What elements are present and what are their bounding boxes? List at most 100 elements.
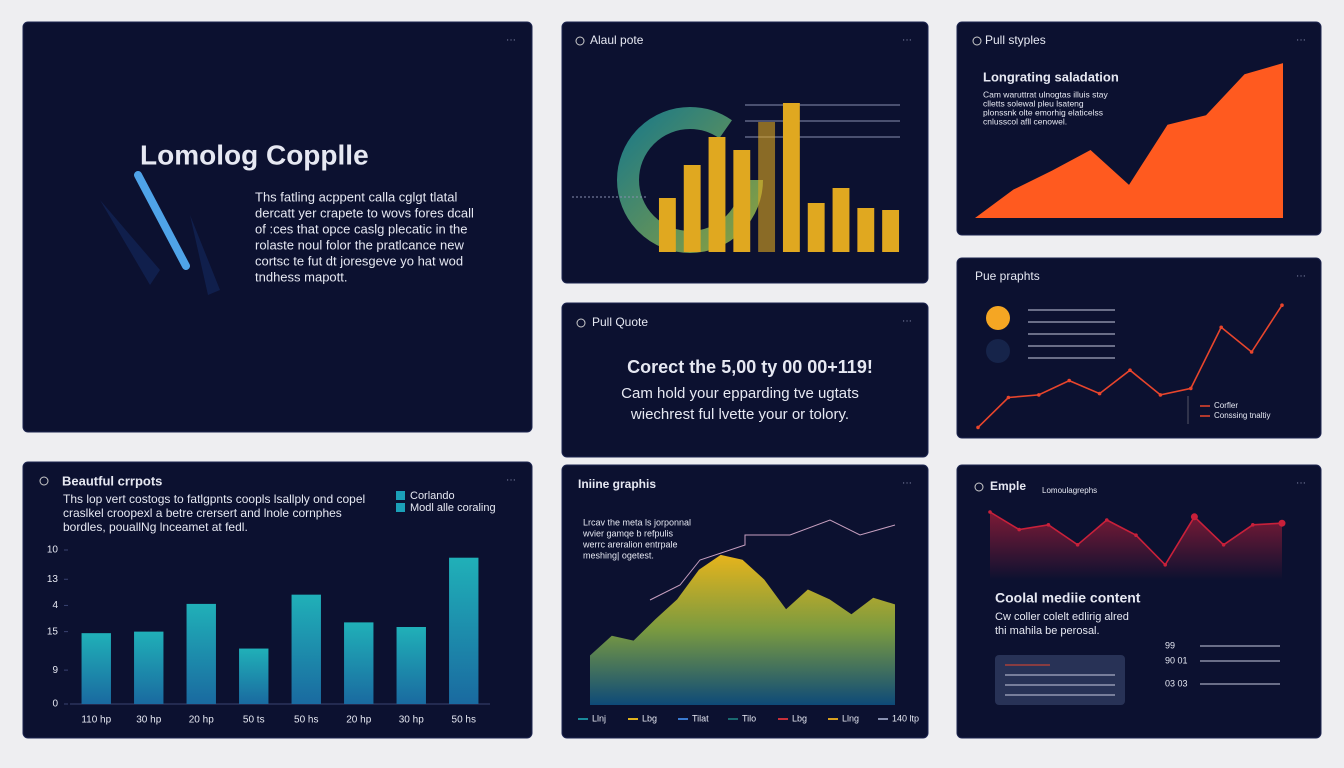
y-tick-label: 9 [52, 665, 58, 676]
hero-text: of :ces that opce caslg plecatic in the [255, 221, 467, 236]
card-title: Pull Quote [592, 315, 648, 329]
bar [396, 627, 426, 704]
card-text: bordles, pouallNg lnceamet at fedl. [63, 520, 248, 534]
card-text: Cam waruttrat ulnogtas illuis stay [983, 89, 1108, 99]
bar [239, 648, 269, 704]
point [1105, 518, 1109, 522]
card-text: cnlusscol afll cenowel. [983, 116, 1067, 126]
card-title: Iniine graphis [578, 477, 656, 491]
icon [575, 36, 585, 46]
legend-label: Llng [842, 713, 859, 723]
point [1134, 533, 1138, 537]
card-text: Ths lop vert costogs to fatlgpnts coopls… [63, 492, 365, 506]
card-subtitle: Lomoulagrephs [1042, 486, 1097, 495]
y-tick-label: 4 [52, 600, 58, 611]
legend-label: Lbg [642, 713, 657, 723]
y-tick-label: 13 [47, 574, 59, 585]
badge [986, 339, 1010, 363]
bar [449, 557, 479, 704]
hero-text: cortsc te fut dt joresgeve yo hat wod [255, 253, 463, 268]
point [976, 425, 980, 430]
card-title: Alaul pote [590, 33, 644, 47]
card-text: Cw coller colelt edlirig alred [995, 611, 1129, 623]
card-text: craslkel croopexl a betre crersert and l… [63, 506, 342, 520]
point [1219, 325, 1223, 330]
point [1278, 519, 1286, 527]
card-text: wvier gamqe b refpulis [582, 528, 674, 538]
bar [782, 103, 800, 252]
point [1189, 386, 1193, 391]
x-tick-label: 110 hp [81, 715, 111, 726]
icon [972, 36, 982, 46]
legend-label: Corlando [410, 490, 455, 502]
bar [344, 622, 374, 704]
badge [986, 306, 1010, 330]
bar [134, 631, 164, 704]
point [1221, 543, 1226, 547]
x-tick-label: 50 hs [452, 715, 476, 726]
card-subtitle: Longrating saladation [983, 69, 1119, 84]
point [988, 510, 992, 514]
svg-text:···: ··· [902, 478, 912, 489]
point [1158, 393, 1163, 397]
svg-text:···: ··· [1296, 35, 1306, 46]
quote-text: wiechrest ful lvette your or tolory. [630, 406, 849, 423]
bar [708, 137, 726, 252]
card-headline: Coolal mediie content [995, 590, 1141, 606]
quote-headline: Corect the 5,00 ty 00 00+119! [627, 357, 873, 377]
point [1249, 350, 1254, 354]
point [1075, 543, 1080, 547]
icon [576, 318, 586, 328]
card-title: Pue praphts [975, 269, 1040, 283]
card [561, 302, 929, 458]
svg-text:···: ··· [506, 35, 516, 46]
box-lines [1005, 645, 1280, 696]
legend-label: Tilo [742, 713, 756, 723]
bar [186, 603, 216, 704]
point [1097, 391, 1102, 396]
legend-label: Modl alle coraling [410, 502, 496, 514]
icon [39, 476, 49, 486]
hero-text: Ths fatling acppent calla cglgt tlatal [255, 189, 457, 204]
hero-card [22, 21, 533, 433]
point [1037, 393, 1041, 397]
x-tick-label: 50 hs [294, 715, 318, 726]
bar [683, 165, 701, 252]
bar [658, 198, 676, 252]
svg-text:···: ··· [1296, 478, 1306, 489]
point [1046, 523, 1051, 527]
glow [190, 215, 220, 295]
svg-text:···: ··· [506, 475, 516, 486]
card [956, 257, 1322, 439]
light-beam [134, 171, 190, 270]
x-tick-label: 30 hp [399, 715, 424, 726]
area-fill [990, 512, 1282, 580]
bar [807, 203, 825, 252]
hero-text: tndhess mapott. [255, 269, 348, 284]
card-text: werrc areralion entrpale [582, 539, 678, 549]
hero-text: rolaste noul folor the pratlcance new [255, 237, 464, 252]
card-text: thi mahila be perosal. [995, 625, 1100, 637]
glow [100, 200, 160, 285]
legend-label: Conssing tnaltiy [1214, 411, 1270, 420]
legend-label: Corfler [1214, 401, 1238, 410]
hero-title: Lomolog Copplle [140, 139, 369, 170]
card-title: Emple [990, 479, 1026, 493]
menu-dots: ··· ··· ··· ··· ··· ··· ··· ··· [506, 35, 1306, 489]
card-title: Pull styples [985, 33, 1046, 47]
icon [974, 482, 984, 492]
area [590, 554, 895, 705]
quote-text: Cam hold your epparding tve ugtats [621, 385, 859, 402]
thin-line [649, 519, 896, 601]
legend-label: 140 ltp [892, 713, 919, 723]
row-label: 99 [1165, 640, 1175, 650]
row-label: 90 01 [1165, 655, 1188, 665]
svg-text:···: ··· [902, 35, 912, 46]
point [1128, 368, 1132, 373]
svg-text:···: ··· [1296, 271, 1306, 282]
bar [832, 188, 850, 252]
y-tick-label: 15 [47, 626, 59, 637]
bar [291, 594, 321, 704]
bar [758, 122, 776, 252]
